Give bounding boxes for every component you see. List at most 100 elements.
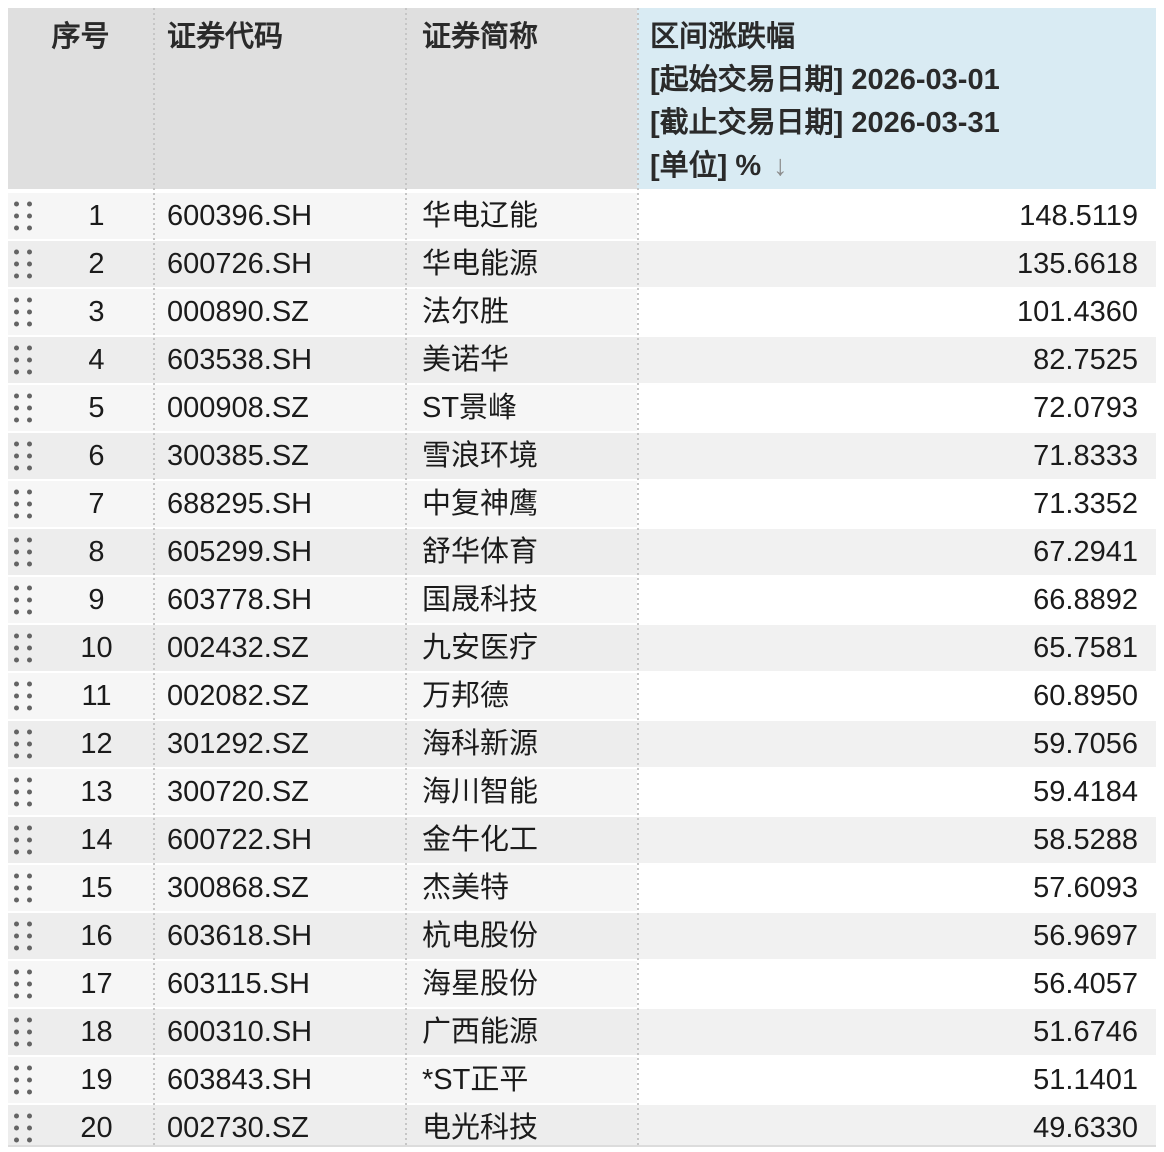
security-name: *ST正平 [405, 1057, 637, 1103]
index-cell: 7 [8, 481, 153, 527]
drag-handle-icon[interactable] [14, 873, 32, 903]
drag-handle-icon[interactable] [14, 345, 32, 375]
drag-handle-icon[interactable] [14, 489, 32, 519]
table-row[interactable]: 12 301292.SZ 海科新源 59.7056 [8, 721, 1156, 767]
security-code: 600396.SH [153, 193, 405, 239]
column-divider [405, 8, 407, 1145]
security-name: 海星股份 [405, 961, 637, 1007]
column-header-name[interactable]: 证券简称 [405, 8, 637, 189]
row-index: 17 [80, 968, 113, 1000]
drag-handle-icon[interactable] [14, 249, 32, 279]
table-row[interactable]: 7 688295.SH 中复神鹰 71.3352 [8, 481, 1156, 527]
index-cell: 15 [8, 865, 153, 911]
drag-handle-icon[interactable] [14, 393, 32, 423]
table-row[interactable]: 17 603115.SH 海星股份 56.4057 [8, 961, 1156, 1007]
index-cell: 1 [8, 193, 153, 239]
table-row[interactable]: 2 600726.SH 华电能源 135.6618 [8, 241, 1156, 287]
change-value: 51.6746 [637, 1009, 1156, 1055]
drag-handle-icon[interactable] [14, 1065, 32, 1095]
sort-descending-icon[interactable]: ↓ [773, 150, 788, 182]
security-code: 600726.SH [153, 241, 405, 287]
index-cell: 12 [8, 721, 153, 767]
table-row[interactable]: 8 605299.SH 舒华体育 67.2941 [8, 529, 1156, 575]
security-name: 舒华体育 [405, 529, 637, 575]
row-index: 18 [80, 1016, 113, 1048]
drag-handle-icon[interactable] [14, 297, 32, 327]
row-index: 13 [80, 776, 113, 808]
security-code: 603115.SH [153, 961, 405, 1007]
table-row[interactable]: 1 600396.SH 华电辽能 148.5119 [8, 193, 1156, 239]
row-index: 6 [88, 440, 105, 472]
change-value: 101.4360 [637, 289, 1156, 335]
table-row[interactable]: 20 002730.SZ 电光科技 49.6330 [8, 1105, 1156, 1145]
table-row[interactable]: 10 002432.SZ 九安医疗 65.7581 [8, 625, 1156, 671]
index-cell: 19 [8, 1057, 153, 1103]
drag-handle-icon[interactable] [14, 729, 32, 759]
security-name: 国晟科技 [405, 577, 637, 623]
change-value: 71.8333 [637, 433, 1156, 479]
drag-handle-icon[interactable] [14, 1113, 32, 1143]
row-index: 12 [80, 728, 113, 760]
table-row[interactable]: 6 300385.SZ 雪浪环境 71.8333 [8, 433, 1156, 479]
drag-handle-icon[interactable] [14, 969, 32, 999]
change-value: 59.4184 [637, 769, 1156, 815]
drag-handle-icon[interactable] [14, 441, 32, 471]
table-body: 1 600396.SH 华电辽能 148.5119 2 600726.SH 华电… [8, 193, 1156, 1145]
row-index: 14 [80, 824, 113, 856]
security-name: 美诺华 [405, 337, 637, 383]
table-row[interactable]: 19 603843.SH *ST正平 51.1401 [8, 1057, 1156, 1103]
table-row[interactable]: 5 000908.SZ ST景峰 72.0793 [8, 385, 1156, 431]
column-header-index[interactable]: 序号 [8, 8, 153, 189]
security-code: 301292.SZ [153, 721, 405, 767]
security-code: 300720.SZ [153, 769, 405, 815]
security-code: 002432.SZ [153, 625, 405, 671]
change-value: 148.5119 [637, 193, 1156, 239]
security-name: 海科新源 [405, 721, 637, 767]
table-row[interactable]: 16 603618.SH 杭电股份 56.9697 [8, 913, 1156, 959]
table-row[interactable]: 9 603778.SH 国晟科技 66.8892 [8, 577, 1156, 623]
index-cell: 2 [8, 241, 153, 287]
drag-handle-icon[interactable] [14, 537, 32, 567]
row-index: 20 [80, 1112, 113, 1144]
security-code: 605299.SH [153, 529, 405, 575]
drag-handle-icon[interactable] [14, 921, 32, 951]
index-cell: 9 [8, 577, 153, 623]
security-code: 300868.SZ [153, 865, 405, 911]
table-row[interactable]: 11 002082.SZ 万邦德 60.8950 [8, 673, 1156, 719]
table-row[interactable]: 4 603538.SH 美诺华 82.7525 [8, 337, 1156, 383]
change-value: 82.7525 [637, 337, 1156, 383]
column-header-code[interactable]: 证券代码 [153, 8, 405, 189]
index-cell: 3 [8, 289, 153, 335]
stock-ranking-table: 序号 证券代码 证券简称 区间涨跌幅 [起始交易日期] 2026-03-01 [… [8, 8, 1156, 1147]
column-divider [637, 8, 639, 1145]
drag-handle-icon[interactable] [14, 1017, 32, 1047]
row-index: 5 [88, 392, 105, 424]
drag-handle-icon[interactable] [14, 777, 32, 807]
security-name: 杰美特 [405, 865, 637, 911]
row-index: 8 [88, 536, 105, 568]
change-value: 58.5288 [637, 817, 1156, 863]
row-index: 15 [80, 872, 113, 904]
table-row[interactable]: 13 300720.SZ 海川智能 59.4184 [8, 769, 1156, 815]
table-row[interactable]: 18 600310.SH 广西能源 51.6746 [8, 1009, 1156, 1055]
table-row[interactable]: 15 300868.SZ 杰美特 57.6093 [8, 865, 1156, 911]
drag-handle-icon[interactable] [14, 825, 32, 855]
row-index: 1 [88, 200, 105, 232]
security-name: 电光科技 [405, 1105, 637, 1145]
drag-handle-icon[interactable] [14, 681, 32, 711]
drag-handle-icon[interactable] [14, 585, 32, 615]
index-cell: 18 [8, 1009, 153, 1055]
change-value: 56.9697 [637, 913, 1156, 959]
drag-handle-icon[interactable] [14, 201, 32, 231]
table-row[interactable]: 14 600722.SH 金牛化工 58.5288 [8, 817, 1156, 863]
change-header-end-date: [截止交易日期] 2026-03-31 [650, 107, 1000, 139]
change-header-start-date: [起始交易日期] 2026-03-01 [650, 64, 1000, 96]
change-value: 56.4057 [637, 961, 1156, 1007]
index-cell: 8 [8, 529, 153, 575]
row-index: 9 [88, 584, 105, 616]
column-header-change[interactable]: 区间涨跌幅 [起始交易日期] 2026-03-01 [截止交易日期] 2026-… [637, 8, 1156, 189]
security-code: 603538.SH [153, 337, 405, 383]
table-row[interactable]: 3 000890.SZ 法尔胜 101.4360 [8, 289, 1156, 335]
security-name: 海川智能 [405, 769, 637, 815]
drag-handle-icon[interactable] [14, 633, 32, 663]
